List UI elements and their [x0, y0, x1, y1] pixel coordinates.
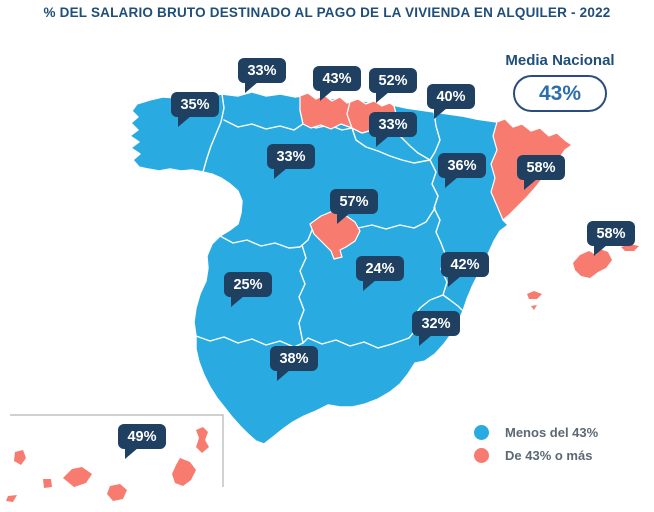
badge-castilla-y-leon: 33%: [267, 144, 315, 179]
badge-andalucia: 38%: [270, 346, 318, 381]
legend-item-above: De 43% o más: [474, 444, 598, 467]
border-navarra-aragon: [429, 111, 441, 161]
canary-inset-border: [10, 414, 224, 487]
national-average-label: Media Nacional: [505, 52, 615, 69]
island-fuerteventura: [172, 458, 196, 486]
badge-galicia: 35%: [171, 92, 219, 127]
border-rioja-south: [351, 127, 431, 164]
island-el-hierro: [6, 495, 17, 502]
legend-dot-blue-icon: [474, 425, 489, 440]
legend-label-above: De 43% o más: [505, 448, 593, 463]
badge-aragon: 36%: [438, 153, 486, 188]
badge-extremadura: 25%: [224, 272, 272, 307]
national-average-pill: 43%: [513, 75, 607, 112]
island-gran-canaria: [107, 484, 127, 501]
badge-madrid: 57%: [330, 189, 378, 224]
island-lanzarote: [196, 427, 209, 453]
badge-murcia: 32%: [412, 311, 460, 346]
page-title: % DEL SALARIO BRUTO DESTINADO AL PAGO DE…: [43, 5, 611, 20]
border-extremadura-clm: [298, 244, 307, 344]
border-aragon-west: [429, 159, 442, 244]
badge-la-rioja: 33%: [369, 112, 417, 147]
badge-baleares: 58%: [587, 221, 635, 256]
badge-pais-vasco: 52%: [369, 68, 417, 103]
badge-canarias: 49%: [118, 424, 166, 459]
legend-item-below: Menos del 43%: [474, 421, 598, 444]
badge-cataluna: 58%: [517, 155, 565, 190]
badge-cantabria: 43%: [313, 66, 361, 101]
spain-mainland-shape: [129, 91, 573, 445]
badge-castilla-la-mancha: 24%: [356, 256, 404, 291]
island-ibiza: [527, 291, 542, 299]
region-canarias: [6, 427, 209, 502]
border-cyl-south: [219, 229, 313, 249]
island-la-palma: [14, 450, 26, 465]
region-baleares: [527, 244, 639, 310]
island-formentera: [531, 305, 537, 310]
legend: Menos del 43% De 43% o más: [474, 421, 598, 467]
legend-label-below: Menos del 43%: [505, 425, 599, 440]
island-tenerife: [63, 467, 92, 487]
border-galicia-east: [202, 93, 225, 173]
border-clm-north: [357, 207, 436, 230]
island-mallorca: [573, 249, 612, 278]
badge-navarra: 40%: [427, 84, 475, 119]
island-la-gomera: [43, 479, 52, 488]
badge-comunidad-valenciana: 42%: [441, 252, 489, 287]
badge-asturias: 33%: [238, 58, 286, 93]
legend-dot-salmon-icon: [474, 448, 489, 463]
